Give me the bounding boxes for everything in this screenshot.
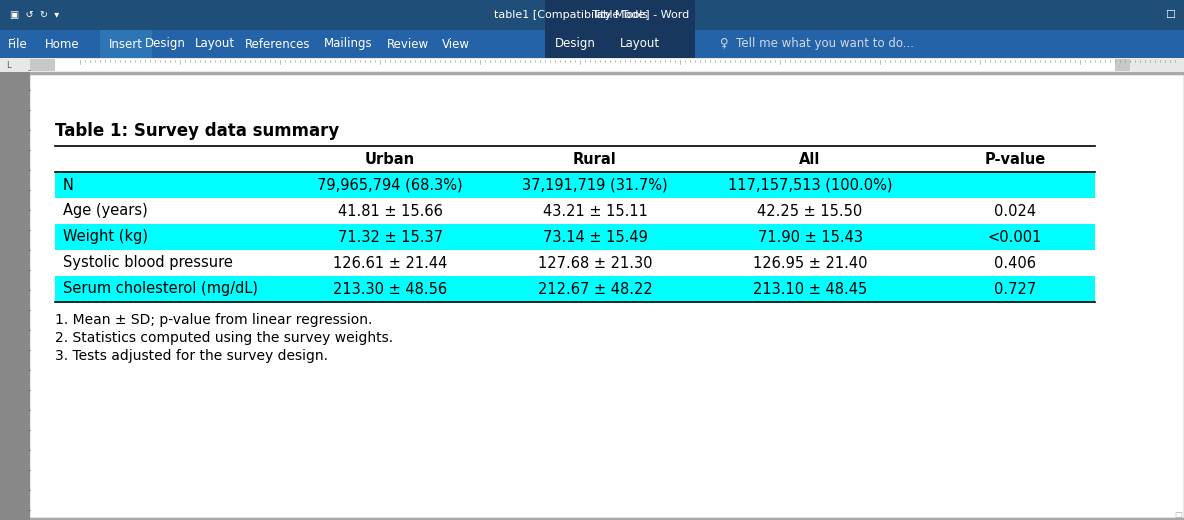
Text: 3. Tests adjusted for the survey design.: 3. Tests adjusted for the survey design.: [54, 349, 328, 363]
Text: 0.406: 0.406: [995, 255, 1036, 270]
Text: 126.61 ± 21.44: 126.61 ± 21.44: [333, 255, 448, 270]
Text: ☐: ☐: [1165, 10, 1175, 20]
Text: Design: Design: [144, 37, 186, 50]
Bar: [1115, 59, 1130, 71]
Text: 213.30 ± 48.56: 213.30 ± 48.56: [333, 281, 448, 296]
Bar: [99, 30, 152, 58]
Text: Urban: Urban: [365, 151, 416, 166]
Text: Weight (kg): Weight (kg): [63, 229, 148, 244]
Text: 126.95 ± 21.40: 126.95 ± 21.40: [753, 255, 867, 270]
Text: L: L: [6, 60, 11, 70]
Text: Mailings: Mailings: [323, 37, 372, 50]
Text: 117,157,513 (100.0%): 117,157,513 (100.0%): [728, 177, 893, 192]
Text: 41.81 ± 15.66: 41.81 ± 15.66: [337, 203, 443, 218]
Text: ♀  Tell me what you want to do...: ♀ Tell me what you want to do...: [720, 37, 914, 50]
Text: 1. Mean ± SD; p-value from linear regression.: 1. Mean ± SD; p-value from linear regres…: [54, 313, 373, 327]
Bar: [545, 30, 695, 58]
Text: 79,965,794 (68.3%): 79,965,794 (68.3%): [317, 177, 463, 192]
Text: 2. Statistics computed using the survey weights.: 2. Statistics computed using the survey …: [54, 331, 393, 345]
Text: 37,191,719 (31.7%): 37,191,719 (31.7%): [522, 177, 668, 192]
Text: 127.68 ± 21.30: 127.68 ± 21.30: [538, 255, 652, 270]
Text: <0.001: <0.001: [987, 229, 1042, 244]
Text: Design: Design: [554, 37, 596, 50]
Text: Rural: Rural: [573, 151, 617, 166]
Text: Systolic blood pressure: Systolic blood pressure: [63, 255, 233, 270]
Text: 42.25 ± 15.50: 42.25 ± 15.50: [758, 203, 863, 218]
Bar: [30, 59, 1130, 71]
Text: 73.14 ± 15.49: 73.14 ± 15.49: [542, 229, 648, 244]
Text: 43.21 ± 15.11: 43.21 ± 15.11: [542, 203, 648, 218]
Text: 0.024: 0.024: [993, 203, 1036, 218]
Text: 212.67 ± 48.22: 212.67 ± 48.22: [538, 281, 652, 296]
Bar: [0, 72, 1184, 520]
Text: Review: Review: [387, 37, 429, 50]
Text: N: N: [63, 177, 73, 192]
Text: Layout: Layout: [620, 37, 659, 50]
Text: File: File: [8, 37, 28, 50]
Text: Serum cholesterol (mg/dL): Serum cholesterol (mg/dL): [63, 281, 258, 296]
Bar: [0, 30, 1184, 58]
Text: P-value: P-value: [984, 151, 1045, 166]
Text: Home: Home: [45, 37, 79, 50]
Bar: [54, 224, 1095, 250]
Bar: [54, 276, 1095, 302]
Text: Insert: Insert: [109, 37, 143, 50]
Text: ▣  ↺  ↻  ▾: ▣ ↺ ↻ ▾: [9, 10, 59, 20]
Text: 0.727: 0.727: [993, 281, 1036, 296]
Text: All: All: [799, 151, 821, 166]
Text: Layout: Layout: [195, 37, 236, 50]
Bar: [30, 75, 1184, 518]
Bar: [30, 59, 54, 71]
Text: table1 [Compatibility Mode] - Word: table1 [Compatibility Mode] - Word: [495, 10, 689, 20]
Text: Table 1: Survey data summary: Table 1: Survey data summary: [54, 122, 340, 140]
Text: 71.90 ± 15.43: 71.90 ± 15.43: [758, 229, 862, 244]
Bar: [545, 0, 695, 30]
Text: Table Tools: Table Tools: [592, 10, 648, 20]
Text: □: □: [1175, 511, 1182, 519]
Text: 71.32 ± 15.37: 71.32 ± 15.37: [337, 229, 443, 244]
Bar: [0, 58, 1184, 72]
Text: 213.10 ± 48.45: 213.10 ± 48.45: [753, 281, 867, 296]
Text: References: References: [245, 37, 310, 50]
Bar: [0, 0, 1184, 30]
Text: Age (years): Age (years): [63, 203, 148, 218]
Text: View: View: [442, 37, 470, 50]
Bar: [54, 172, 1095, 198]
Bar: [0, 72, 30, 520]
